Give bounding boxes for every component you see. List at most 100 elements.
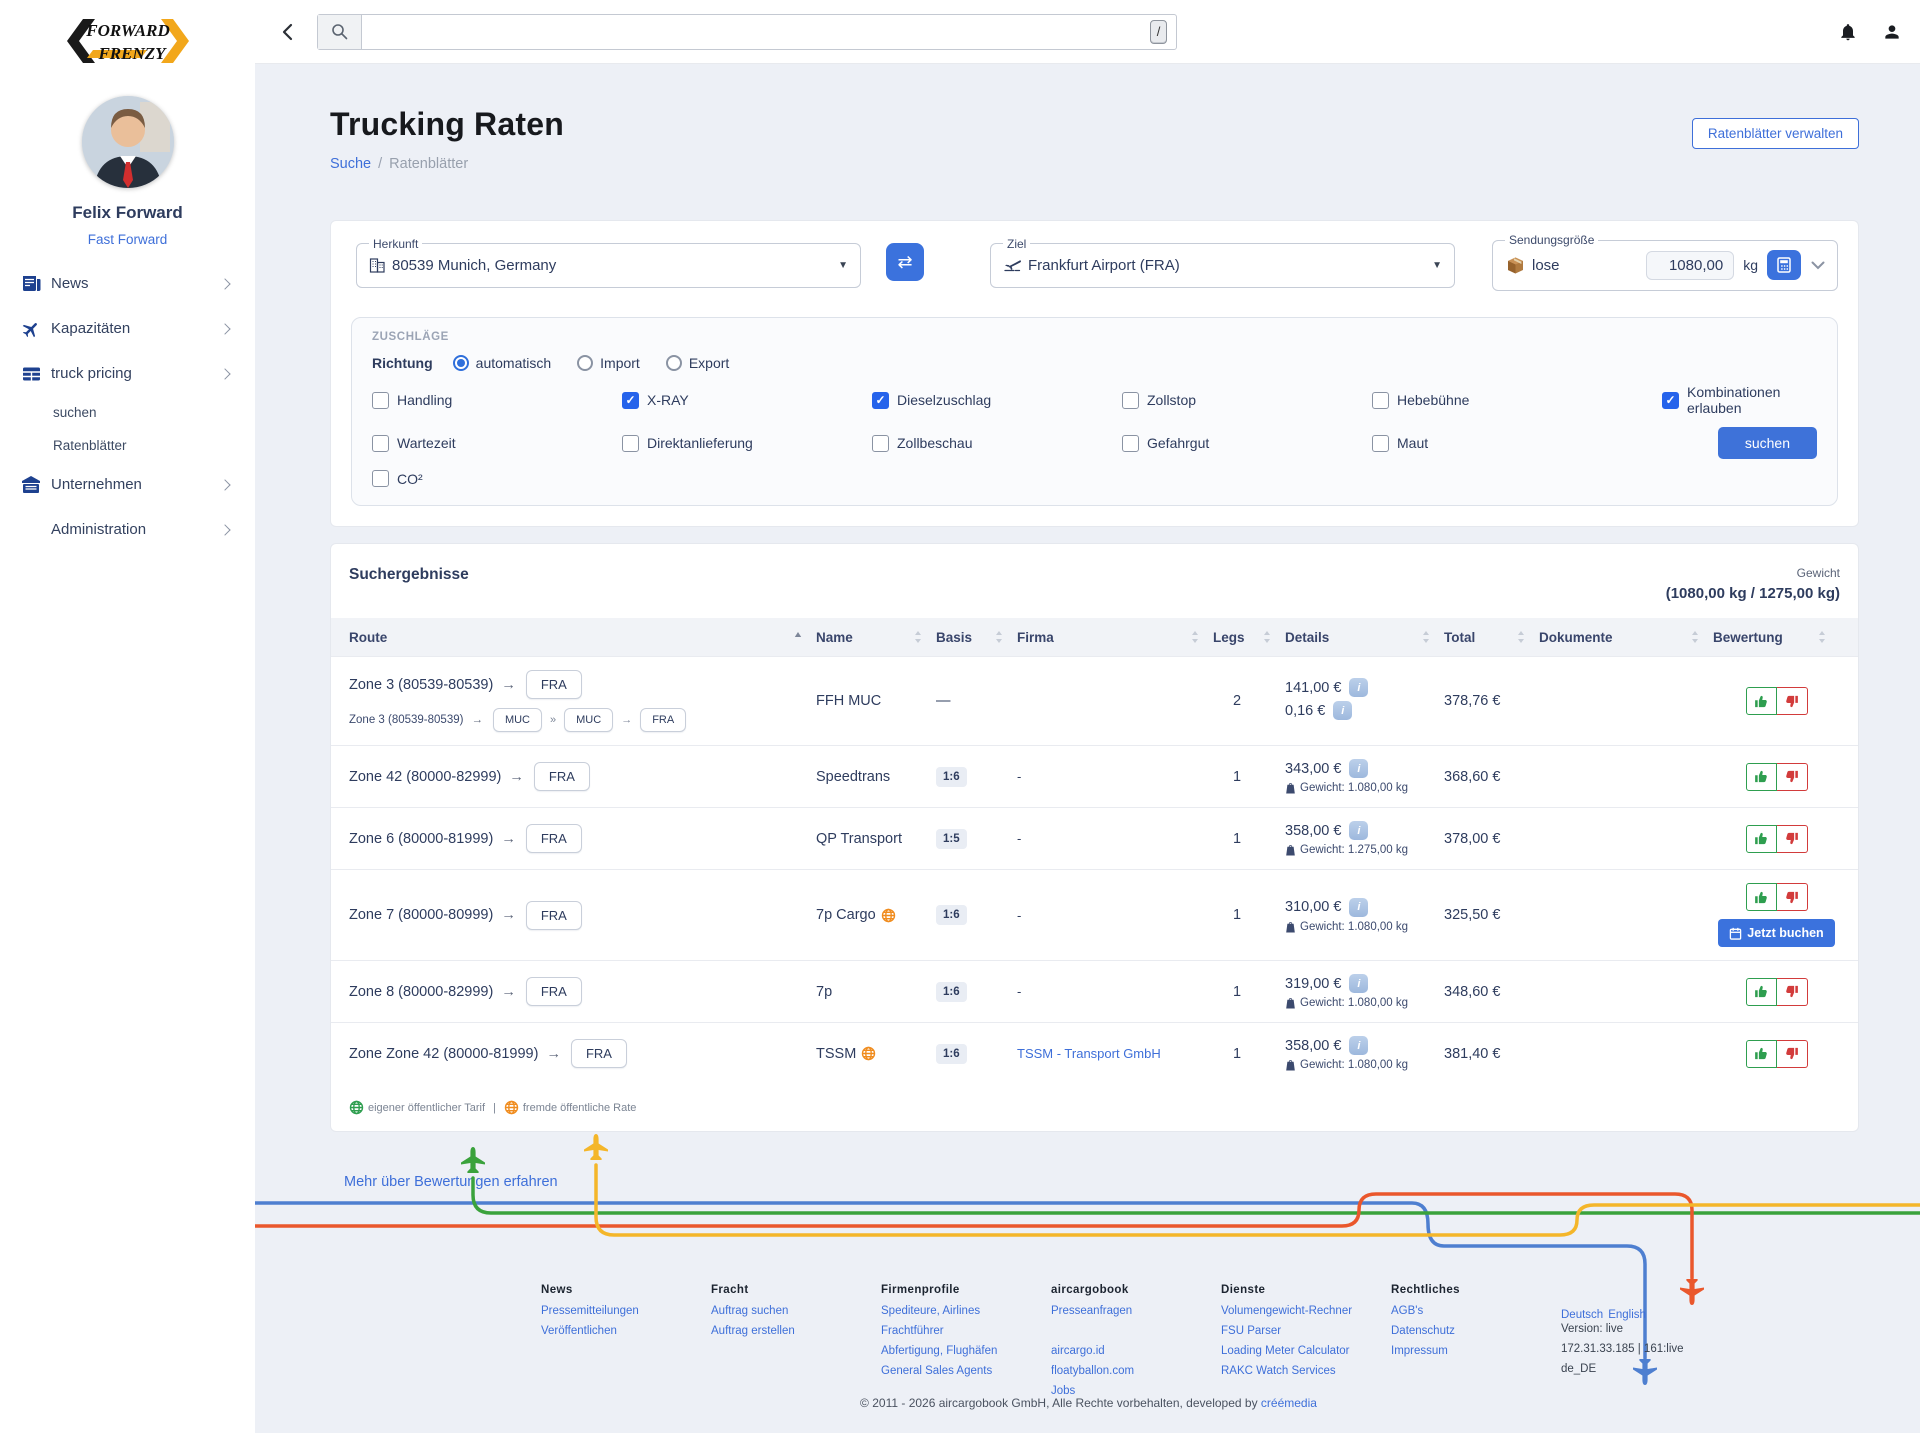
sort-asc-icon[interactable] [794,631,802,643]
column-header-route[interactable]: Route [349,618,816,656]
sort-icon[interactable] [1263,631,1271,643]
surcharge-checkbox-handling[interactable]: Handling [372,391,622,409]
direction-radio-import[interactable]: Import [577,355,640,371]
surcharge-checkbox-co-[interactable]: CO² [372,470,622,487]
airport-chip[interactable]: FRA [525,824,582,853]
airport-chip[interactable]: MUC [564,708,614,732]
column-header-total[interactable]: Total [1444,618,1539,656]
column-header-dokumente[interactable]: Dokumente [1539,618,1713,656]
avatar[interactable] [81,96,174,188]
rate-down-button[interactable] [1776,1039,1808,1068]
rate-up-button[interactable] [1745,977,1777,1006]
language-link-deutsch[interactable]: Deutsch [1561,1309,1604,1321]
footer-link[interactable]: Veröffentlichen [541,1325,617,1337]
info-icon[interactable]: i [1349,678,1369,697]
surcharge-checkbox-hebeb-hne[interactable]: Hebebühne [1372,391,1662,409]
rate-down-button[interactable] [1776,824,1808,853]
footer-link[interactable]: Presseanfragen [1051,1305,1133,1317]
surcharge-checkbox-direktanlieferung[interactable]: Direktanlieferung [622,434,872,452]
sort-icon[interactable] [1818,631,1826,643]
info-icon[interactable]: i [1349,1036,1369,1055]
airport-chip[interactable]: FRA [525,977,582,1006]
notifications-bell-icon[interactable] [1838,21,1858,43]
surcharges-search-button[interactable]: suchen [1717,427,1817,459]
manage-ratesheets-button[interactable]: Ratenblätter verwalten [1691,118,1859,149]
sidebar-item-truck-pricing[interactable]: truck pricing [0,351,255,396]
airport-chip[interactable]: FRA [640,708,687,732]
footer-link[interactable]: Abfertigung, Flughäfen [881,1345,998,1357]
book-now-button[interactable]: Jetzt buchen [1718,919,1835,947]
rate-down-button[interactable] [1776,977,1808,1006]
sort-icon[interactable] [1691,631,1699,643]
direction-radio-automatisch[interactable]: automatisch [452,355,551,371]
surcharge-checkbox-x-ray[interactable]: ✓ X-RAY [622,391,872,409]
airport-chip[interactable]: FRA [525,670,582,699]
weight-input[interactable] [1646,250,1735,280]
footer-link[interactable]: RAKC Watch Services [1221,1365,1336,1377]
footer-link[interactable]: AGB's [1391,1305,1424,1317]
rate-up-button[interactable] [1745,824,1777,853]
rate-up-button[interactable] [1745,883,1777,911]
user-company-link[interactable]: Fast Forward [87,232,168,247]
rate-down-button[interactable] [1776,883,1808,911]
footer-link[interactable]: Pressemitteilungen [541,1305,639,1317]
surcharge-checkbox-wartezeit[interactable]: Wartezeit [372,434,622,452]
sort-icon[interactable] [995,631,1003,643]
sidebar-item-kapazit-ten[interactable]: Kapazitäten [0,306,255,351]
ratings-info-link[interactable]: Mehr über Bewertungen erfahren [344,1174,558,1190]
airport-chip[interactable]: FRA [570,1039,627,1068]
footer-link[interactable]: FSU Parser [1221,1325,1282,1337]
footer-link[interactable]: Auftrag erstellen [711,1325,795,1337]
sidebar-subitem-suchen[interactable]: suchen [53,405,97,420]
footer-link[interactable]: Frachtführer [881,1325,944,1337]
column-header-legs[interactable]: Legs [1213,618,1285,656]
info-icon[interactable]: i [1349,821,1369,840]
airport-chip[interactable]: FRA [525,900,582,930]
shipment-expand-chevron[interactable] [1811,261,1825,270]
sort-icon[interactable] [1517,631,1525,643]
destination-field[interactable]: Ziel Frankfurt Airport (FRA) ▼ [990,236,1455,288]
surcharge-checkbox-zollstop[interactable]: Zollstop [1122,391,1372,409]
creemedia-link[interactable]: créémedia [1260,1396,1317,1410]
footer-link[interactable]: Volumengewicht-Rechner [1221,1305,1353,1317]
sort-icon[interactable] [1191,631,1199,643]
search-input[interactable] [362,14,1150,49]
language-link-english[interactable]: English [1608,1309,1646,1321]
footer-link[interactable]: Loading Meter Calculator [1221,1345,1350,1357]
sidebar-item-news[interactable]: News [0,261,255,306]
surcharge-checkbox-maut[interactable]: Maut [1372,434,1662,452]
footer-link[interactable]: floatyballon.com [1051,1365,1135,1377]
surcharge-checkbox-kombinationen-erlauben[interactable]: ✓ Kombinationen erlauben [1662,384,1817,416]
destination-dropdown-caret[interactable]: ▼ [1432,259,1442,271]
footer-link[interactable]: General Sales Agents [881,1365,993,1377]
footer-link[interactable]: Impressum [1391,1345,1448,1357]
origin-dropdown-caret[interactable]: ▼ [838,259,848,271]
direction-radio-export[interactable]: Export [665,355,729,371]
column-header-bewertung[interactable]: Bewertung [1713,618,1840,656]
swap-origin-destination-button[interactable]: ⇄ [886,243,924,281]
footer-link[interactable]: Datenschutz [1391,1325,1455,1337]
info-icon[interactable]: i [1349,897,1369,917]
user-account-icon[interactable] [1882,21,1902,43]
rate-up-button[interactable] [1745,687,1777,715]
rate-down-button[interactable] [1776,687,1808,715]
sidebar-subitem-ratenbl-tter[interactable]: Ratenblätter [53,438,127,453]
sidebar-item-administration[interactable]: Administration [0,507,255,552]
surcharge-checkbox-gefahrgut[interactable]: Gefahrgut [1122,434,1372,452]
sidebar-collapse-button[interactable] [281,22,295,42]
company-link[interactable]: TSSM - Transport GmbH [1017,1046,1161,1061]
column-header-details[interactable]: Details [1285,618,1444,656]
airport-chip[interactable]: MUC [492,708,543,732]
breadcrumb-suche-link[interactable]: Suche [330,156,372,172]
surcharge-checkbox-zollbeschau[interactable]: Zollbeschau [872,434,1122,452]
info-icon[interactable]: i [1333,701,1353,720]
column-header-name[interactable]: Name [816,618,936,656]
rate-down-button[interactable] [1776,762,1808,791]
airport-chip[interactable]: FRA [533,762,590,791]
surcharge-checkbox-dieselzuschlag[interactable]: ✓ Dieselzuschlag [872,391,1122,409]
sort-icon[interactable] [914,631,922,643]
column-header-firma[interactable]: Firma [1017,618,1213,656]
rate-up-button[interactable] [1745,1039,1777,1068]
footer-link[interactable]: Spediteure, Airlines [881,1305,981,1317]
footer-link[interactable]: Auftrag suchen [711,1305,789,1317]
